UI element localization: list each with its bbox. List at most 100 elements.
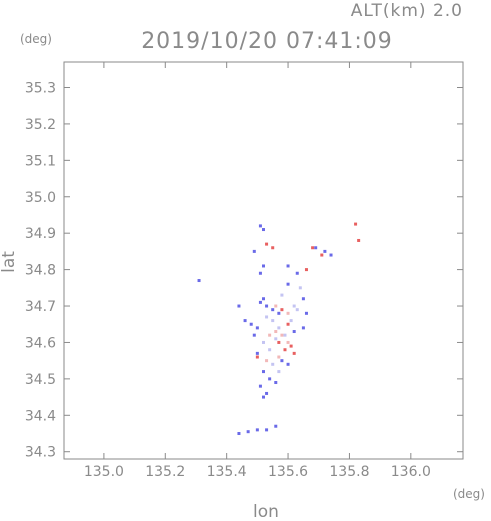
data-point [265, 359, 269, 363]
data-point [280, 359, 284, 363]
data-point [286, 322, 290, 326]
data-point [258, 224, 262, 228]
data-point [262, 297, 265, 301]
data-point [265, 391, 269, 395]
data-point [301, 297, 305, 301]
data-point [283, 348, 287, 352]
data-point [280, 293, 284, 297]
data-point [255, 428, 259, 432]
x-tick-label: 135.0 [84, 464, 124, 480]
data-point [237, 304, 241, 308]
y-tick-label: 35.0 [25, 190, 56, 206]
data-point [357, 238, 361, 242]
data-point [258, 271, 262, 275]
y-tick-label: 34.6 [25, 335, 56, 351]
data-point [268, 348, 272, 352]
data-point [295, 308, 299, 312]
altitude-label: ALT(km) 2.0 [351, 1, 463, 21]
data-point [268, 377, 272, 381]
data-point [298, 286, 302, 290]
data-point [271, 246, 275, 250]
data-point [280, 308, 284, 312]
data-point [292, 351, 296, 355]
data-point [249, 322, 253, 326]
data-point [271, 308, 275, 312]
data-point [255, 351, 259, 355]
data-point [286, 362, 290, 366]
x-tick-label: 135.8 [329, 464, 369, 480]
data-point [277, 340, 281, 344]
data-point [304, 268, 308, 272]
data-point [197, 279, 201, 283]
data-point [292, 304, 296, 308]
data-point [289, 319, 293, 323]
x-tick-label: 135.6 [268, 464, 308, 480]
data-point [258, 300, 262, 304]
data-point [265, 304, 269, 308]
data-point [262, 264, 265, 268]
data-point [329, 253, 333, 257]
data-point [277, 370, 281, 374]
data-point [262, 395, 265, 399]
x-tick-label: 135.4 [207, 464, 247, 480]
data-point [277, 311, 281, 315]
data-point [283, 333, 287, 337]
data-point [311, 246, 315, 250]
data-point [274, 381, 278, 385]
data-point [237, 432, 241, 436]
data-point [277, 355, 281, 359]
y-tick-label: 35.2 [25, 117, 56, 133]
data-point [274, 424, 278, 428]
x-tick-label: 136.0 [391, 464, 431, 480]
plot-area-frame [63, 61, 464, 460]
data-point [262, 340, 265, 344]
data-point [274, 304, 278, 308]
data-point [286, 311, 290, 315]
data-point [295, 271, 299, 275]
data-point [271, 362, 275, 366]
y-tick-label: 34.4 [25, 408, 56, 424]
data-point [262, 370, 265, 374]
data-point [268, 333, 272, 337]
data-point [246, 430, 250, 434]
data-point [280, 333, 284, 337]
y-unit-label: (deg) [20, 32, 52, 46]
data-point [286, 340, 290, 344]
data-point [286, 264, 290, 268]
data-point [265, 428, 269, 432]
y-tick-label: 34.3 [25, 445, 56, 461]
data-point [265, 315, 269, 319]
data-point [286, 282, 290, 286]
x-axis-label: lon [253, 502, 279, 521]
y-tick-label: 34.5 [25, 372, 56, 388]
data-point [314, 246, 318, 250]
y-tick-label: 35.3 [25, 80, 56, 96]
data-point [274, 330, 278, 334]
chart-title: 2019/10/20 07:41:09 [141, 29, 393, 54]
data-point [277, 326, 281, 330]
y-tick-label: 34.7 [25, 299, 56, 315]
y-tick-label: 34.8 [25, 263, 56, 279]
data-point [255, 326, 259, 330]
data-point [252, 249, 256, 253]
data-point [289, 344, 293, 348]
data-point [271, 319, 275, 323]
data-point [354, 222, 358, 226]
data-point [252, 333, 256, 337]
data-point [301, 326, 305, 330]
data-points [197, 222, 361, 436]
data-point [323, 249, 327, 253]
x-unit-label: (deg) [453, 487, 485, 501]
data-point [258, 384, 262, 388]
data-point [320, 253, 324, 257]
tick-group: 135.0 135.2 135.4 135.6 135.8 136.0 34.3 34.4 34… [25, 62, 463, 480]
x-tick-label: 135.2 [145, 464, 185, 480]
data-point [292, 330, 296, 334]
data-point [262, 228, 265, 232]
y-tick-label: 34.9 [25, 226, 56, 242]
y-axis-label: lat [0, 251, 19, 273]
data-point [265, 242, 269, 246]
data-point [304, 311, 308, 315]
data-point [274, 337, 278, 341]
